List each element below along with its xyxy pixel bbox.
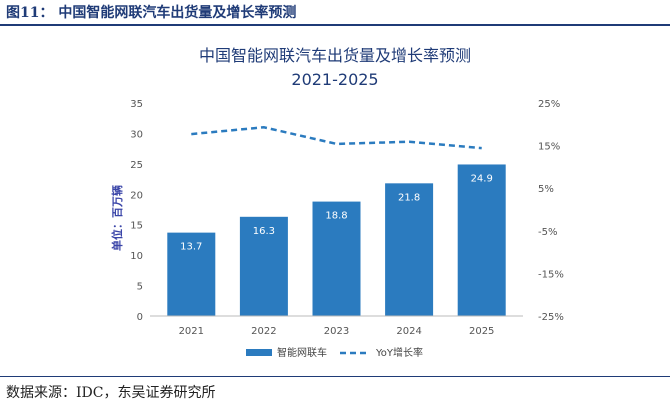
bottom-rule [0,376,670,377]
legend: 智能网联车 YoY增长率 [246,346,423,359]
x-tick-label: 2021 [179,326,204,337]
y2-tick-label: 25% [538,99,560,110]
legend-bar-label: 智能网联车 [277,346,327,359]
bar-data-label: 13.7 [180,242,202,253]
y-tick-label: 15 [130,221,143,232]
y-tick-label: 0 [137,312,143,323]
top-rule [0,24,670,26]
y-tick-label: 5 [137,282,143,293]
bar [312,201,361,316]
y-axis-right: -25% -15% -5% 5% 15% 25% [538,99,564,323]
bar-data-label: 21.8 [398,192,420,203]
source-note: 数据来源：IDC，东吴证券研究所 [6,385,216,401]
y-axis-left: 0 5 10 15 20 25 30 35 [130,99,143,323]
legend-line-label: YoY增长率 [375,346,423,359]
x-axis: 2021 2022 2023 2024 2025 [150,315,523,337]
bar-data-label: 18.8 [325,211,347,222]
y-tick-label: 35 [130,99,143,110]
bar [457,164,506,316]
bar-data-label: 24.9 [471,173,493,184]
x-tick-label: 2025 [469,326,494,337]
yoy-line-series [191,126,482,150]
bar-data-label: 16.3 [253,226,275,237]
y2-tick-label: -25% [538,312,564,323]
bar [239,216,288,316]
y-tick-label: 25 [130,160,143,171]
y-tick-label: 20 [130,190,143,201]
y2-tick-label: -15% [538,269,564,280]
figure-title: 图11： 中国智能网联汽车出货量及增长率预测 [6,5,297,21]
y-axis-label: 单位：百万辆 [110,185,124,251]
legend-bar-swatch [246,349,272,356]
x-tick-label: 2024 [396,326,421,337]
y2-tick-label: 15% [538,142,560,153]
chart: 中国智能网联汽车出货量及增长率预测 2021-2025 051015202530… [110,46,564,359]
bar-series: 13.7 16.3 18.8 21.8 24.9 [167,164,506,316]
bar [167,232,216,316]
x-tick-label: 2023 [324,326,349,337]
bar [385,183,434,316]
y2-tick-label: 5% [538,184,554,195]
y-tick-label: 10 [130,251,143,262]
y2-tick-label: -5% [538,227,557,238]
chart-subtitle: 2021-2025 [291,70,378,89]
x-tick-label: 2022 [251,326,276,337]
yoy-line [191,126,482,150]
y-tick-label: 30 [130,129,143,140]
chart-title: 中国智能网联汽车出货量及增长率预测 [199,46,471,65]
